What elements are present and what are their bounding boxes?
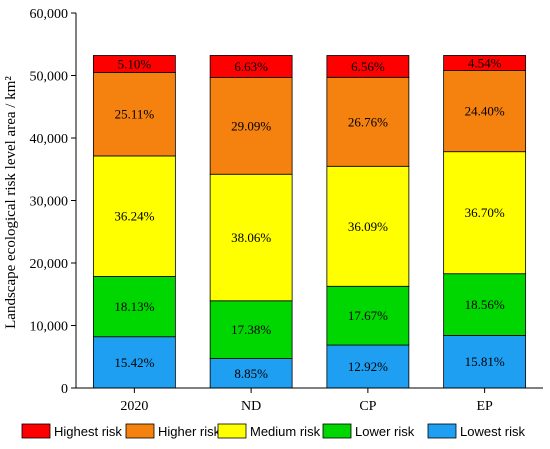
legend-label: Lowest risk: [460, 424, 526, 439]
legend-item-higher-risk: Higher risk: [125, 423, 221, 439]
legend-swatch: [125, 423, 155, 439]
bar-segment-lowest-risk-ep: [443, 335, 527, 389]
bar-segment-highest-risk-ep: [443, 55, 527, 71]
bar-segment-lower-risk-nd: [209, 300, 293, 359]
data-label: 4.54%: [468, 56, 502, 71]
legend-label: Highest risk: [54, 424, 122, 439]
y-tick-label: 40,000: [30, 132, 69, 147]
legend-label: Medium risk: [250, 424, 321, 439]
data-label: 6.63%: [234, 59, 268, 74]
y-axis-title: Landscape ecological risk level area / k…: [3, 76, 19, 329]
bar-segment-medium-risk-ep: [443, 151, 527, 275]
data-label: 36.09%: [348, 219, 388, 234]
bar-segment-medium-risk-cp: [326, 165, 410, 287]
data-label: 15.42%: [114, 355, 154, 370]
legend-label: Lower risk: [355, 424, 415, 439]
data-label: 5.10%: [118, 56, 152, 71]
bar-segment-highest-risk-cp: [326, 55, 410, 78]
data-label: 6.56%: [351, 59, 385, 74]
bar-segment-highest-risk-2020: [92, 55, 176, 73]
bar-segment-higher-risk-2020: [92, 72, 176, 157]
y-tick-label: 20,000: [30, 257, 69, 272]
bar-segment-higher-risk-ep: [443, 70, 527, 153]
data-label: 8.85%: [234, 366, 268, 381]
data-label: 15.81%: [465, 354, 505, 369]
x-tick-label: CP: [359, 399, 376, 414]
y-tick-label: 30,000: [30, 195, 69, 210]
legend-swatch: [427, 423, 457, 439]
legend-item-highest-risk: Highest risk: [21, 423, 122, 439]
bar-segment-lower-risk-2020: [92, 276, 176, 338]
x-tick-label: 2020: [120, 399, 148, 414]
data-label: 12.92%: [348, 359, 388, 374]
bar-segment-lower-risk-cp: [326, 285, 410, 346]
legend-item-lower-risk: Lower risk: [322, 423, 415, 439]
y-tick-label: 0: [61, 382, 68, 397]
data-label: 25.11%: [115, 107, 155, 122]
data-label: 38.06%: [231, 230, 271, 245]
data-label: 18.56%: [465, 297, 505, 312]
data-label: 17.38%: [231, 322, 271, 337]
y-tick-label: 60,000: [30, 7, 69, 22]
data-label: 18.13%: [114, 299, 154, 314]
bar-segment-higher-risk-nd: [209, 77, 293, 175]
data-label: 29.09%: [231, 118, 271, 133]
bar-segment-lowest-risk-2020: [92, 336, 176, 389]
data-label: 24.40%: [465, 104, 505, 119]
bar-segment-higher-risk-cp: [326, 76, 410, 167]
legend-item-medium-risk: Medium risk: [217, 423, 321, 439]
data-label: 17.67%: [348, 308, 388, 323]
data-label: 36.70%: [465, 205, 505, 220]
x-tick-label: EP: [476, 399, 493, 414]
bar-segment-medium-risk-nd: [209, 173, 293, 302]
data-label: 26.76%: [348, 114, 388, 129]
y-tick-label: 50,000: [30, 70, 69, 85]
y-tick-label: 10,000: [30, 320, 69, 335]
bar-segment-lower-risk-ep: [443, 273, 527, 336]
legend-swatch: [322, 423, 352, 439]
bar-segment-highest-risk-nd: [209, 55, 293, 78]
x-tick-label: ND: [241, 399, 261, 414]
legend-swatch: [217, 423, 247, 439]
legend-label: Higher risk: [158, 424, 221, 439]
legend-swatch: [21, 423, 51, 439]
data-label: 36.24%: [114, 209, 154, 224]
legend-item-lowest-risk: Lowest risk: [427, 423, 526, 439]
